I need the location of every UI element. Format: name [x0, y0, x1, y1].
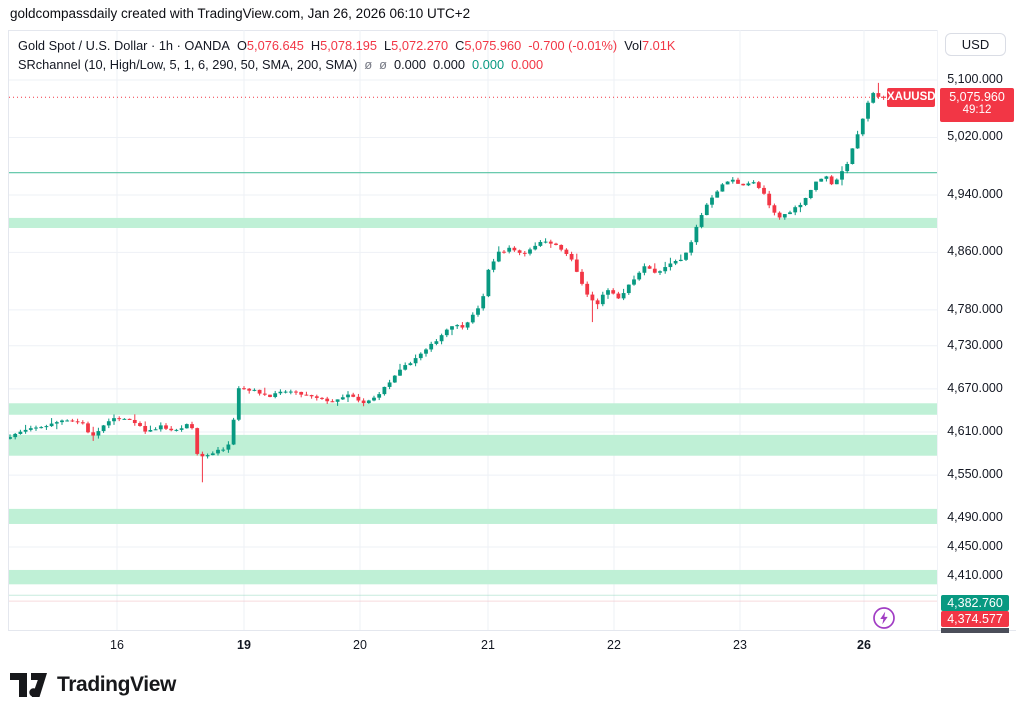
sr-upper-badge: 4,382.760: [941, 595, 1009, 612]
time-tick-label: 26: [857, 638, 871, 652]
current-price-badge: 5,075.960 49:12: [940, 88, 1014, 123]
price-tick-label: 4,670.000: [947, 380, 1003, 395]
sr-lower-badge: 4,374.577: [941, 611, 1009, 628]
candlestick-layer: [9, 82, 886, 483]
ohlc-open: O5,076.645: [236, 38, 304, 53]
price-tick-label: 4,610.000: [947, 424, 1003, 438]
change-value: -0.700 (-0.01%): [528, 38, 618, 53]
time-tick-label: 22: [607, 638, 621, 652]
time-tick-label: 19: [237, 638, 251, 652]
symbol-title[interactable]: Gold Spot / U.S. Dollar · 1h · OANDA: [18, 38, 230, 53]
price-tick-label: 4,450.000: [947, 538, 1003, 553]
indicator-empty-2: ø: [379, 57, 387, 72]
sr-zone-band: [9, 508, 938, 524]
time-tick-label: 20: [353, 638, 367, 652]
price-tick-label: 4,550.000: [947, 467, 1003, 482]
price-tick-label: 5,020.000: [947, 129, 1003, 144]
price-tick-label: 4,490.000: [947, 510, 1003, 525]
sr-zone-band: [9, 569, 938, 585]
currency-unit-button[interactable]: USD: [945, 33, 1006, 56]
indicator-value-3: 0.000: [472, 57, 505, 72]
price-tick-label: 4,410.000: [947, 567, 1003, 582]
header-note: goldcompassdaily created with TradingVie…: [10, 6, 471, 21]
tradingview-logo-icon: [10, 673, 47, 697]
ohlc-low: L5,072.270: [384, 38, 449, 53]
time-axis[interactable]: 16 19 20 21 22 23 26: [8, 630, 1016, 658]
indicator-name[interactable]: SRchannel (10, High/Low, 5, 1, 6, 290, 5…: [18, 57, 358, 72]
symbol-price-flag: XAUUSD: [887, 87, 936, 107]
sr-zone-band: [9, 217, 938, 228]
time-tick-label: 23: [733, 638, 747, 652]
chart-canvas[interactable]: [9, 30, 938, 630]
indicator-value-1: 0.000: [393, 57, 426, 72]
price-tick-label: 4,860.000: [947, 244, 1003, 259]
price-tick-label: 4,780.000: [947, 301, 1003, 316]
bar-countdown: 49:12: [962, 104, 992, 117]
indicator-empty-1: ø: [364, 57, 373, 72]
chart-legend: Gold Spot / U.S. Dollar · 1h · OANDA O5,…: [18, 37, 675, 74]
price-tick-label: 4,730.000: [947, 337, 1003, 352]
legend-indicator-row: SRchannel (10, High/Low, 5, 1, 6, 290, 5…: [18, 56, 675, 74]
time-tick-label: 16: [110, 638, 124, 652]
ohlc-high: H5,078.195: [310, 38, 378, 53]
ohlc-close: C5,075.960: [455, 38, 522, 53]
sr-zone-band: [9, 403, 938, 415]
current-price-value: 5,075.960: [949, 90, 1005, 105]
sr-zone-band: [9, 434, 938, 456]
indicator-value-2: 0.000: [433, 57, 466, 72]
legend-symbol-row: Gold Spot / U.S. Dollar · 1h · OANDA O5,…: [18, 37, 675, 55]
indicator-value-4: 0.000: [511, 57, 544, 72]
tradingview-brand-text: TradingView: [57, 673, 176, 696]
price-axis[interactable]: 5,100.000 5,020.000 4,940.000 4,860.000 4,78…: [937, 30, 1016, 630]
time-tick-label: 21: [481, 638, 495, 652]
lightning-bolt-icon[interactable]: [872, 606, 896, 630]
volume: Vol7.01K: [624, 38, 676, 53]
tradingview-logo[interactable]: TradingView: [10, 672, 176, 698]
price-axis-end-bar: [941, 628, 1009, 633]
chart-frame: [8, 30, 1016, 658]
price-tick-label: 4,940.000: [947, 186, 1003, 201]
price-tick-label: 5,100.000: [947, 72, 1003, 86]
